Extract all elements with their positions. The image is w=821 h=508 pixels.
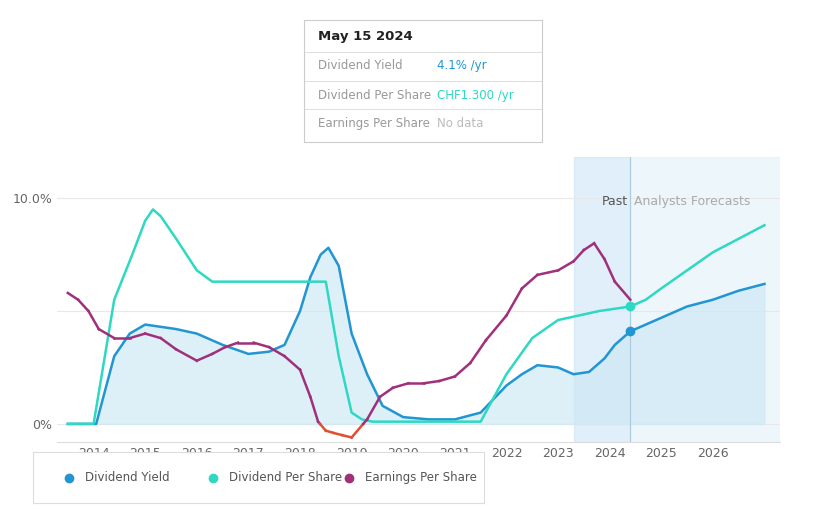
Bar [574,157,631,442]
Text: 4.1% /yr: 4.1% /yr [437,59,487,72]
Text: Dividend Yield: Dividend Yield [318,59,402,72]
Text: No data: No data [437,117,484,130]
Text: Earnings Per Share: Earnings Per Share [318,117,430,130]
Text: Dividend Per Share: Dividend Per Share [318,88,431,102]
Text: May 15 2024: May 15 2024 [318,30,413,43]
Text: Earnings Per Share: Earnings Per Share [365,471,477,484]
Text: Analysts Forecasts: Analysts Forecasts [635,195,750,208]
Text: CHF1.300 /yr: CHF1.300 /yr [437,88,514,102]
Text: Dividend Yield: Dividend Yield [85,471,169,484]
Text: Past: Past [602,195,628,208]
Bar [631,157,780,442]
Text: Dividend Per Share: Dividend Per Share [229,471,342,484]
